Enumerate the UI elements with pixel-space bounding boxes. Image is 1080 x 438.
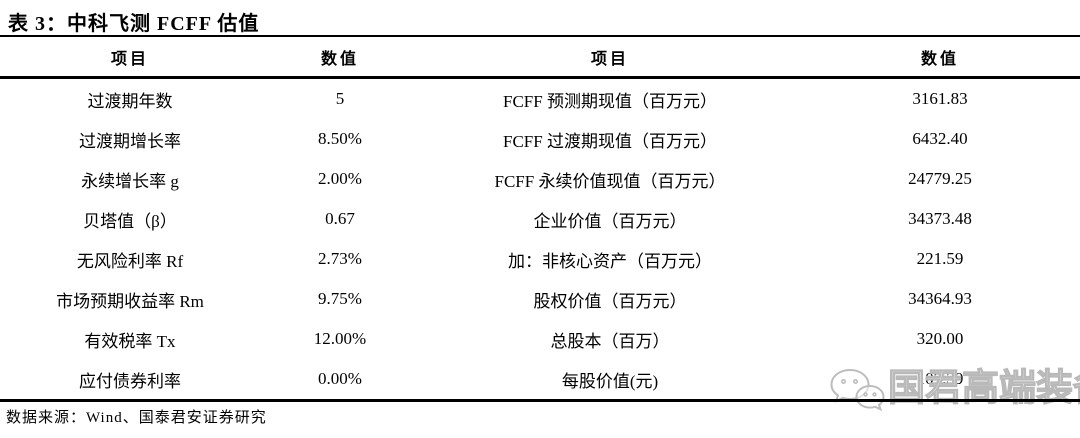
value-cell: 12.00% [313, 329, 367, 348]
value-cell: 0.00% [318, 369, 362, 388]
value-cell: 320.00 [916, 329, 964, 348]
title-divider-rule [0, 35, 1080, 37]
item-cell: FCFF 永续价值现值（百万元） [494, 171, 726, 191]
value-cell: 34373.48 [908, 209, 972, 228]
value-cell: 221.59 [916, 249, 964, 268]
item-cell: 股权价值（百万元） [533, 291, 687, 311]
table-body: 过渡期年数 5 FCFF 预测期现值（百万元） 3161.83 过渡期增长率 8… [0, 79, 1080, 399]
item-cell: 总股本（百万） [550, 331, 670, 351]
value-cell: 6432.40 [912, 129, 968, 148]
item-cell: 企业价值（百万元） [533, 211, 687, 231]
item-cell: 有效税率 Tx [84, 331, 176, 351]
item-cell: 贝塔值（β） [83, 211, 177, 231]
header-left-item: 项目 [110, 50, 149, 68]
table-header-row: 项目 数值 项目 数值 [0, 37, 1080, 76]
value-cell: 3161.83 [912, 89, 968, 108]
item-cell: 过渡期年数 [87, 91, 173, 111]
table-title: 表 3：中科飞测 FCFF 估值 [8, 13, 260, 35]
item-cell: 永续增长率 g [81, 171, 179, 191]
value-cell: 9.75% [318, 289, 362, 308]
item-cell: 无风险利率 Rf [76, 251, 184, 271]
value-cell: 8.50% [318, 129, 362, 148]
header-right-value: 数值 [920, 50, 959, 68]
data-source-note: 数据来源：Wind、国泰君安证券研究 [6, 410, 267, 426]
item-cell: FCFF 预测期现值（百万元） [503, 91, 717, 111]
value-cell: 5 [335, 89, 345, 108]
table-bottom-rule [0, 399, 1080, 402]
value-cell: 2.00% [318, 169, 362, 188]
item-cell: 市场预期收益率 Rm [56, 291, 204, 311]
value-cell: 107.39 [916, 369, 964, 388]
item-cell: FCFF 过渡期现值（百万元） [503, 131, 717, 151]
item-cell: 应付债券利率 [79, 371, 181, 391]
item-cell: 每股价值(元) [561, 371, 659, 391]
value-cell: 0.67 [325, 209, 355, 228]
value-cell: 24779.25 [908, 169, 972, 188]
header-divider-rule [0, 76, 1080, 79]
item-cell: 过渡期增长率 [79, 131, 181, 151]
header-left-value: 数值 [320, 50, 359, 68]
header-right-item: 项目 [590, 50, 629, 68]
value-cell: 34364.93 [908, 289, 972, 308]
value-cell: 2.73% [318, 249, 362, 268]
item-cell: 加：非核心资产（百万元） [508, 251, 712, 271]
